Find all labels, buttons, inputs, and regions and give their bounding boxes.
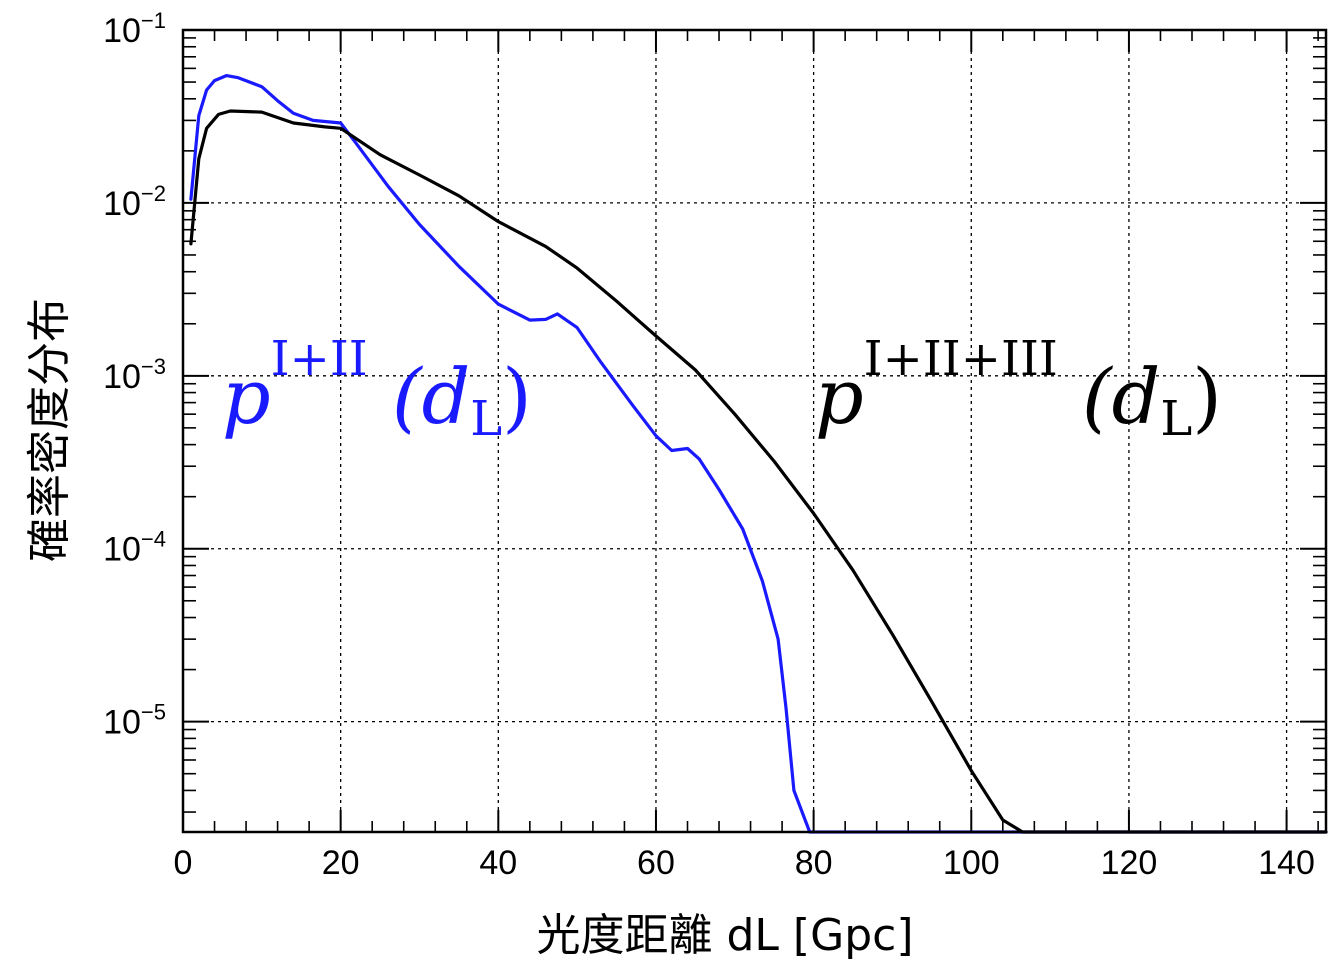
series-line-i-ii-iii	[189, 109, 1328, 834]
x-tick-label: 80	[795, 844, 833, 882]
series-line-i-ii	[189, 74, 1328, 834]
y-tick-label: 10−2	[103, 181, 166, 223]
series-label-i-ii: pI+II (dL)	[222, 331, 532, 447]
y-tick-label: 10−1	[103, 8, 166, 50]
x-tick-label: 20	[322, 844, 360, 882]
series-layer	[189, 74, 1328, 834]
series-label-i-ii-iii: pI+II+III (dL)	[815, 331, 1222, 447]
x-tick-label: 0	[174, 844, 193, 882]
x-tick-label: 140	[1258, 844, 1315, 882]
y-axis-title: 確率密度分布	[24, 298, 75, 562]
y-tick-label: 10−4	[103, 527, 166, 569]
major-ticks	[182, 29, 1326, 832]
x-tick-labels: 0 20 40 60 80 100 120 140	[174, 844, 1315, 882]
minor-ticks	[183, 30, 1326, 832]
x-tick-label: 120	[1101, 844, 1158, 882]
x-tick-label: 100	[943, 844, 1000, 882]
x-tick-label: 60	[637, 844, 675, 882]
y-tick-labels: 10−1 10−2 10−3 10−4 10−5	[103, 8, 166, 742]
grid-lines	[183, 30, 1326, 832]
plot-frame	[181, 28, 1328, 834]
y-tick-label: 10−5	[103, 700, 166, 742]
y-tick-label: 10−3	[103, 354, 166, 396]
x-axis-title: 光度距離 dL [Gpc]	[537, 910, 914, 961]
x-tick-label: 40	[479, 844, 517, 882]
